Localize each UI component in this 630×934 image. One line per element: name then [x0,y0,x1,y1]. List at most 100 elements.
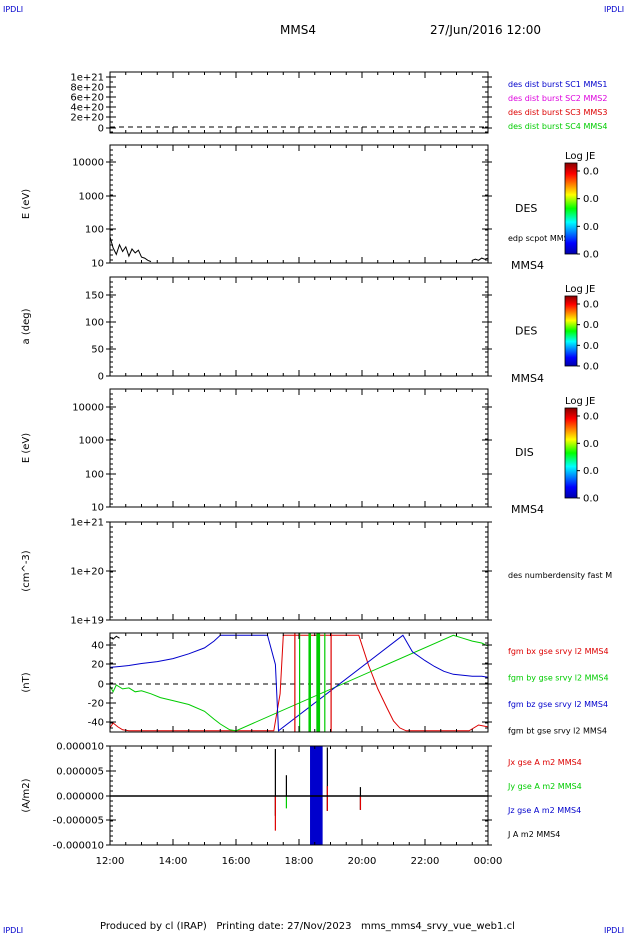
y-tick-label: 10000 [72,158,104,169]
y-tick-label: 10000 [72,403,104,414]
field-spike [299,633,301,732]
y-axis-label: E (eV) [21,433,32,463]
colorbar-title: Log JE [565,284,595,295]
header-spacecraft: MMS4 [280,23,316,37]
panel-frame [109,521,489,621]
legend-entry: des dist burst SC4 MMS4 [508,122,607,131]
time-tick-label: 22:00 [411,856,440,867]
y-tick-label: -0.000010 [53,841,104,852]
panel-frame [109,71,489,134]
colorbar-label: 0.0 [583,362,599,373]
corner-tag-bottom-right: IPDLI [604,926,624,934]
panel-frame [109,388,489,508]
y-tick-label: 50 [91,345,104,356]
colorbar-label: 0.0 [583,320,599,331]
spacecraft-label: MMS4 [511,503,544,516]
corner-tag-top-right: IPDLI [604,5,624,14]
y-tick-label: 0 [98,680,104,691]
time-tick-label: 14:00 [159,856,188,867]
panel-plot-area [110,236,488,263]
y-tick-label: 0.000005 [56,767,104,778]
header-datetime: 27/Jun/2016 12:00 [430,23,541,37]
footer-credit: Produced by cl (IRAP) Printing date: 27/… [100,921,515,932]
legend-entry: des dist burst SC1 MMS1 [508,80,607,89]
legend-entry: des dist burst SC2 MMS2 [508,94,607,103]
time-axis: 12:00 14:00 16:00 18:00 20:00 22:00 00:00 [96,856,503,867]
colorbar-scale [564,295,578,367]
colorbar: Log JE 0.0 0.0 0.0 0.0 [564,151,599,261]
panel-des_energy: 10000 1000 100 10 E (eV) DES MMS4 edp scpot MMS… [21,144,574,272]
y-tick-label: 40 [91,641,104,652]
y-tick-label: 1000 [79,192,104,203]
y-axis-label: (nT) [21,672,32,692]
colorbar-title: Log JE [565,396,595,407]
panel-fgm: 40 20 0 -20 -40 (nT) fgm bx gse srvy l2 MMS4 fg… [21,632,609,736]
colorbar-label: 0.0 [583,300,599,311]
colorbar-label: 0.0 [583,412,599,423]
colorbar-scale [564,162,578,255]
instrument-label: DES [515,202,537,215]
field-spike [324,633,326,732]
time-tick-label: 12:00 [96,856,125,867]
y-tick-label: 100 [85,225,104,236]
y-tick-label: 2e+20 [70,113,104,124]
colorbar-label: 0.0 [583,194,599,205]
spacecraft-label: MMS4 [511,259,544,272]
series-label: edp scpot MMS4 [508,234,574,243]
panel-frame [109,276,489,377]
legend-entry: fgm bz gse srvy l2 MMS4 [508,700,608,709]
colorbar: Log JE 0.0 0.0 0.0 0.0 [564,396,599,505]
legend-entry: J A m2 MMS4 [507,830,560,839]
y-tick-label: 150 [85,291,104,302]
y-tick-label: 8e+20 [70,83,104,94]
panel-dis_energy: 10000 1000 100 10 E (eV) DIS MMS4 [21,388,544,516]
y-tick-label: 1e+19 [70,616,104,627]
y-tick-label: 1e+20 [70,567,104,578]
colorbar: Log JE 0.0 0.0 0.0 0.0 [564,284,599,373]
series-line [110,236,152,263]
y-tick-label: 0 [98,372,104,383]
y-tick-label: -40 [88,718,104,729]
series-line [110,634,488,732]
panel-frame [109,144,489,264]
colorbar-label: 0.0 [583,494,599,505]
legend-entry: Jx gse A m2 MMS4 [507,758,582,767]
y-tick-label: 0 [98,124,104,135]
y-axis-label: a (deg) [21,308,32,344]
y-tick-label: -0.000005 [53,816,104,827]
field-spike [308,633,311,732]
colorbar-label: 0.0 [583,167,599,178]
field-spike [316,633,321,732]
y-tick-label: 0.000000 [56,792,104,803]
y-axis-label: E (eV) [21,189,32,219]
panel-current: 0.000010 0.000005 0.000000 -0.000005 -0.0000… [21,742,582,852]
colorbar-label: 0.0 [583,466,599,477]
y-tick-label: -20 [88,699,104,710]
time-tick-label: 20:00 [348,856,377,867]
corner-tag-bottom-left: IPDLI [3,926,23,934]
spacecraft-label: MMS4 [511,372,544,385]
y-tick-label: 1e+21 [70,518,104,529]
legend-entry: Jz gse A m2 MMS4 [507,806,581,815]
colorbar-label: 0.0 [583,222,599,233]
time-tick-label: 00:00 [474,856,503,867]
series-line [472,257,488,261]
panel-density: 1e+21 1e+20 1e+19 (cm^-3) des numberdensity … [21,518,612,627]
panel-plot-area [110,746,488,845]
y-tick-label: 0.000010 [56,742,104,753]
colorbar-label: 0.0 [583,250,599,261]
colorbar-label: 0.0 [583,341,599,352]
y-tick-label: 4e+20 [70,103,104,114]
legend-entry: fgm bx gse srvy l2 MMS4 [508,647,609,656]
y-tick-label: 1e+21 [70,73,104,84]
y-tick-label: 100 [85,318,104,329]
panel-des_pitch: 150 100 50 0 a (deg) DES MMS4 [21,276,544,385]
y-tick-label: 1000 [79,436,104,447]
y-axis-label: (cm^-3) [21,550,32,591]
time-tick-label: 16:00 [222,856,251,867]
panel-plot-area [110,633,488,732]
